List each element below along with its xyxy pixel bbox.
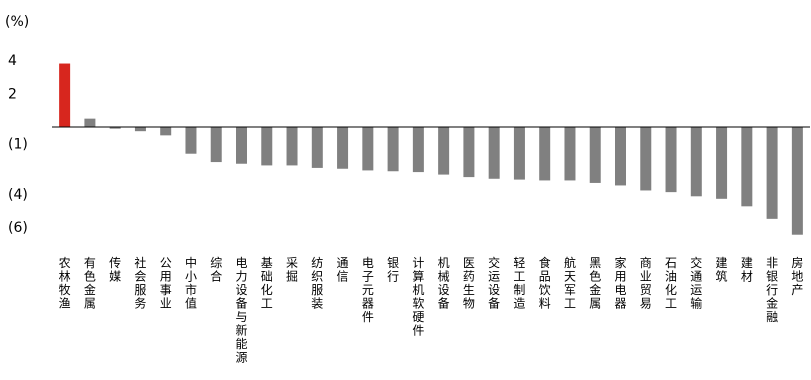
x-tick-label: 社会服务 (134, 255, 146, 311)
y-tick-label: 2 (8, 87, 17, 103)
bar (463, 127, 475, 178)
x-tick-label: 基础化工 (261, 256, 273, 311)
y-tick-label: (1) (8, 137, 28, 153)
bar (615, 127, 626, 186)
x-tick-label: 有色金属 (84, 256, 96, 311)
x-tick-label: 轻工制造 (513, 256, 525, 311)
x-tick-label: 建材 (741, 256, 753, 284)
x-tick-label: 传媒 (109, 255, 121, 284)
bar (134, 127, 146, 132)
bar (387, 127, 399, 172)
x-tick-label: 采掘 (286, 256, 298, 284)
y-axis-unit-label: (%) (5, 14, 29, 30)
bar (109, 127, 121, 129)
x-tick-label: 非银行金融 (766, 256, 778, 324)
x-tick-label: 电力设备与新能源 (235, 256, 247, 365)
bar (690, 127, 702, 197)
x-tick-label: 通信 (337, 256, 349, 284)
bar (589, 127, 601, 183)
bar (210, 127, 222, 163)
x-tick-label: 电子元器件 (362, 256, 374, 324)
x-tick-label: 银行 (387, 256, 399, 284)
bar (412, 127, 424, 173)
y-axis-ticks: 4 2 (1) (4) (6) (8, 53, 28, 236)
x-tick-label: 公用事业 (160, 256, 172, 311)
x-tick-label: 农林牧渔 (59, 256, 71, 311)
x-tick-label: 机械设备 (438, 256, 450, 311)
x-tick-label: 中小市值 (185, 255, 197, 311)
y-tick-label: 4 (8, 53, 17, 69)
x-tick-label: 医药生物 (463, 256, 475, 311)
x-tick-label: 石油化工 (665, 256, 677, 311)
x-axis-labels: 农林牧渔 有色金属 传媒 社会服务 公用事业 中小市值 综合 电力设备与新能源 基础化工 采掘纺织… (59, 255, 804, 365)
bar (337, 127, 349, 169)
y-tick-label: (6) (8, 220, 28, 236)
x-tick-label: 交运设备 (488, 255, 500, 311)
bar (488, 127, 500, 179)
bar (716, 127, 728, 199)
x-tick-label: 黑色金属 (589, 256, 601, 311)
bar (791, 127, 803, 235)
x-tick-label: 食品饮料 (539, 255, 551, 311)
x-tick-label: 商业贸易 (640, 255, 652, 311)
bar (261, 127, 273, 166)
bar (513, 127, 525, 180)
bar (539, 127, 551, 181)
x-tick-label: 家用电器 (614, 255, 626, 311)
bar (564, 127, 576, 181)
x-tick-label: 计算机软硬件 (412, 256, 424, 338)
x-tick-label: 纺织服装 (311, 256, 323, 311)
bar (236, 127, 247, 164)
bar (59, 63, 71, 127)
bars-group (59, 63, 803, 235)
bar (185, 127, 197, 154)
x-tick-label: 综合 (210, 256, 222, 284)
bar (362, 127, 374, 171)
x-tick-label: 交通运输 (690, 255, 702, 311)
bar (84, 118, 96, 127)
bar (665, 127, 677, 193)
bar (311, 127, 323, 168)
bar (160, 127, 172, 136)
bar (741, 127, 753, 207)
bar (286, 127, 298, 166)
bar (766, 127, 778, 219)
y-tick-label: (4) (8, 187, 28, 203)
x-tick-label: 房地产 (791, 255, 803, 297)
x-tick-label: 航天军工 (564, 255, 576, 311)
bar (640, 127, 652, 191)
bar (438, 127, 450, 175)
x-tick-label: 建筑 (716, 256, 728, 284)
